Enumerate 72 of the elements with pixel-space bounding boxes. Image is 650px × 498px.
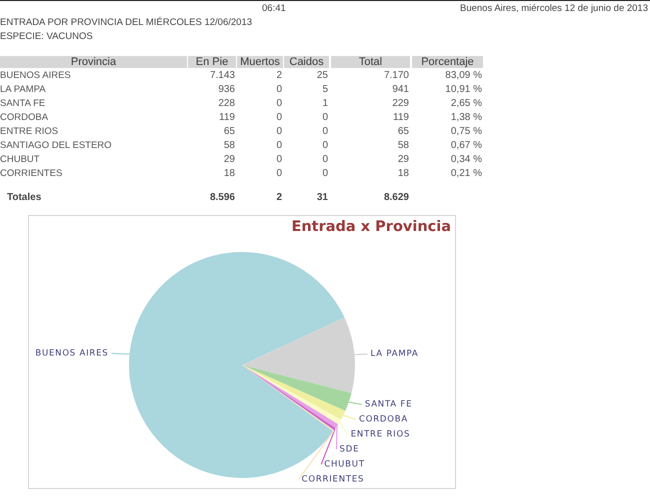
data-label: 18 bbox=[222, 168, 235, 180]
data-label: 0,75 % bbox=[450, 126, 482, 138]
slice-label: ENTRE RIOS bbox=[350, 430, 410, 440]
slice-label: SANTA FE bbox=[364, 400, 412, 410]
slice-label: BUENOS AIRES bbox=[35, 348, 109, 359]
category-label: CHUBUT bbox=[0, 154, 40, 166]
data-label: 0,34 % bbox=[450, 154, 482, 166]
slice-label: CHUBUT bbox=[324, 460, 365, 470]
data-label: 0 bbox=[275, 112, 282, 124]
data-label: 25 bbox=[316, 70, 328, 82]
legend-label: Caidos bbox=[284, 56, 329, 68]
slice-label: LA PAMPA bbox=[370, 349, 419, 360]
data-label: 0 bbox=[321, 154, 328, 166]
data-label: 0 bbox=[275, 140, 282, 152]
data-label: 83,09 % bbox=[444, 70, 482, 82]
data-label: 5 bbox=[321, 84, 328, 96]
data-label: 936 bbox=[217, 84, 235, 96]
data-label: 1 bbox=[321, 98, 328, 110]
data-label: 2 bbox=[275, 70, 282, 82]
legend-label: Muertos bbox=[237, 56, 283, 68]
data-label: 7.170 bbox=[382, 70, 409, 82]
slice-label: SDE bbox=[340, 444, 360, 455]
category-label: ENTRE RIOS bbox=[0, 126, 58, 138]
data-label: 65 bbox=[396, 126, 409, 138]
data-label: 0 bbox=[321, 112, 328, 124]
data-label: 229 bbox=[391, 98, 409, 110]
data-label: 8.629 bbox=[382, 192, 409, 204]
category-label: BUENOS AIRES bbox=[0, 70, 71, 82]
data-label: 8.596 bbox=[208, 192, 235, 204]
data-label: 7.143 bbox=[208, 70, 235, 82]
text: 06:41 bbox=[262, 3, 286, 15]
data-label: 0,21 % bbox=[450, 168, 482, 180]
data-label: 0 bbox=[275, 168, 282, 180]
category-label: CORDOBA bbox=[0, 112, 48, 124]
data-label: 29 bbox=[222, 154, 235, 166]
category-label: SANTA FE bbox=[0, 98, 46, 110]
data-label: 228 bbox=[217, 98, 235, 110]
data-label: 29 bbox=[396, 154, 409, 166]
data-label: 58 bbox=[396, 140, 409, 152]
chart-title: Entrada x Provincia bbox=[291, 218, 451, 235]
data-label: 58 bbox=[222, 140, 235, 152]
data-label: 18 bbox=[396, 168, 409, 180]
data-label: 0 bbox=[275, 154, 282, 166]
category-label: Totales bbox=[7, 192, 42, 204]
data-label: 119 bbox=[218, 112, 235, 124]
data-label: 0 bbox=[275, 126, 282, 138]
category-label: CORRIENTES bbox=[0, 168, 62, 180]
data-label: 31 bbox=[316, 192, 328, 204]
data-label: 1,38 % bbox=[450, 112, 482, 124]
text: Total bbox=[331, 56, 410, 68]
text: Porcentaje bbox=[412, 56, 483, 68]
category-label: SANTIAGO DEL ESTERO bbox=[0, 140, 112, 152]
text: ENTRADA POR PROVINCIA DEL MIÉRCOLES 12/06/2013 bbox=[0, 17, 252, 29]
data-label: 941 bbox=[391, 84, 409, 96]
data-label: 2,65 % bbox=[450, 98, 482, 110]
data-label: 119 bbox=[392, 112, 409, 124]
category-label: LA PAMPA bbox=[0, 84, 46, 96]
text: Provincia bbox=[0, 56, 187, 68]
text: ESPECIE: VACUNOS bbox=[0, 31, 93, 43]
data-label: 0 bbox=[321, 168, 328, 180]
data-label: 0 bbox=[275, 84, 282, 96]
data-label: 0 bbox=[321, 140, 328, 152]
data-label: 0 bbox=[321, 126, 328, 138]
text: En Pie bbox=[188, 56, 236, 68]
data-label: 10,91 % bbox=[444, 84, 482, 96]
slice-label: CORDOBA bbox=[358, 414, 408, 425]
data-label: 0 bbox=[275, 98, 282, 110]
data-label: 0,67 % bbox=[450, 140, 482, 152]
text: Buenos Aires, miércoles 12 de junio de 2013 bbox=[460, 3, 648, 15]
slice-label: CORRIENTES bbox=[302, 474, 364, 485]
data-label: 65 bbox=[222, 126, 235, 138]
data-label: 2 bbox=[275, 192, 282, 204]
